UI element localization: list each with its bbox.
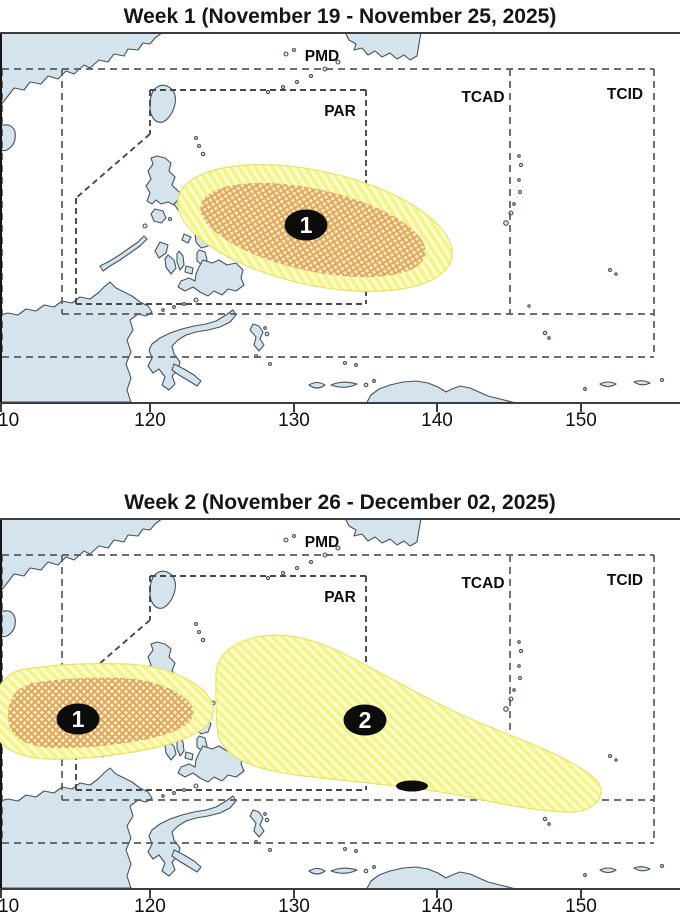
axis-tick-label: 130 bbox=[278, 410, 310, 431]
axis-tick-label: 120 bbox=[134, 896, 166, 917]
axis-tick bbox=[580, 404, 582, 412]
pmd-label: PMD bbox=[305, 48, 339, 65]
week2-map: 1 2 PMD PAR TCAD TCID bbox=[0, 520, 665, 888]
axis-tick bbox=[293, 890, 295, 898]
week2-marker-2: 2 bbox=[343, 704, 387, 736]
tcid-label: TCID bbox=[607, 572, 643, 589]
axis-tick bbox=[436, 404, 438, 412]
week1-longitude-axis: 10 120 130 140 150 bbox=[0, 404, 680, 434]
week1-panel: Week 1 (November 19 - November 25, 2025)… bbox=[0, 0, 680, 434]
axis-tick-label: 140 bbox=[421, 410, 453, 431]
tcad-label: TCAD bbox=[461, 575, 504, 592]
axis-tick-label: 130 bbox=[278, 896, 310, 917]
axis-tick bbox=[0, 890, 2, 898]
week2-clipped-marker bbox=[396, 780, 428, 792]
week2-title: Week 2 (November 26 - December 02, 2025) bbox=[124, 491, 556, 514]
week2-longitude-axis: 10 120 130 140 150 bbox=[0, 890, 680, 920]
week1-marker-1: 1 bbox=[284, 209, 328, 241]
axis-tick bbox=[0, 404, 2, 412]
week1-title: Week 1 (November 19 - November 25, 2025) bbox=[123, 5, 557, 28]
axis-tick bbox=[149, 404, 151, 412]
week2-marker-1-label: 1 bbox=[72, 706, 85, 732]
week2-panel: Week 2 (November 26 - December 02, 2025)… bbox=[0, 486, 680, 920]
week2-marker-2-label: 2 bbox=[359, 707, 372, 733]
axis-tick bbox=[149, 890, 151, 898]
axis-tick-label: 120 bbox=[134, 410, 166, 431]
axis-tick bbox=[580, 890, 582, 898]
axis-tick-label: 150 bbox=[565, 410, 597, 431]
week1-map: 1 PMD PAR TCAD TCID bbox=[0, 34, 665, 402]
week1-marker-1-label: 1 bbox=[300, 212, 313, 238]
axis-tick bbox=[436, 890, 438, 898]
week1-map-frame: 1 PMD PAR TCAD TCID bbox=[0, 32, 680, 404]
par-label: PAR bbox=[324, 589, 356, 606]
axis-tick-label: 10 bbox=[0, 896, 20, 917]
tcad-label: TCAD bbox=[461, 89, 504, 106]
axis-tick bbox=[293, 404, 295, 412]
par-label: PAR bbox=[324, 103, 356, 120]
pmd-label: PMD bbox=[305, 534, 339, 551]
axis-tick-label: 150 bbox=[565, 896, 597, 917]
axis-tick-label: 140 bbox=[421, 896, 453, 917]
axis-tick-label: 10 bbox=[0, 410, 20, 431]
week2-map-frame: 1 2 PMD PAR TCAD TCID bbox=[0, 518, 680, 890]
tcid-label: TCID bbox=[607, 86, 643, 103]
week2-marker-1: 1 bbox=[56, 703, 100, 735]
week2-formation-area-2 bbox=[215, 634, 602, 813]
week2-formation-area-1 bbox=[0, 663, 214, 760]
